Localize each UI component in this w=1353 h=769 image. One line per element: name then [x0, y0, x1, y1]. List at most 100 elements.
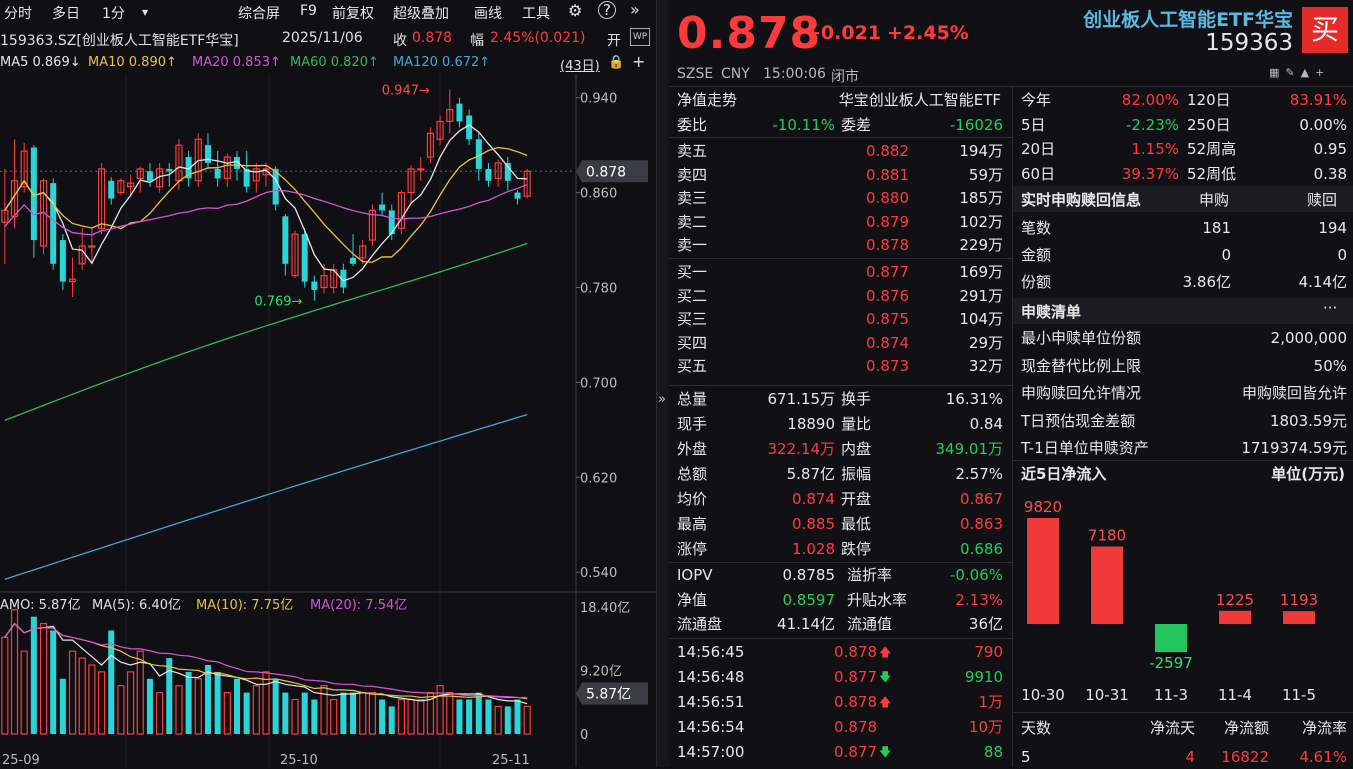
redeem-list-label: 申购赎回允许情况: [1021, 384, 1142, 402]
stat-label: 跌停: [841, 540, 872, 558]
candle-body: [126, 182, 135, 188]
volume-bar: [417, 698, 425, 735]
period-dropdown-icon[interactable]: ▾: [142, 5, 149, 19]
chart-date: 2025/11/06: [282, 30, 363, 46]
panel-divider[interactable]: »: [657, 0, 669, 767]
candle-body: [88, 245, 96, 248]
column-divider: [1012, 86, 1013, 767]
weicha-value: -16026: [949, 116, 1003, 134]
kline-chart[interactable]: 0.940 0.860 0.780 0.700 0.620 0.540 0.878 0.947…: [0, 74, 657, 767]
exchange: SZSE: [677, 66, 714, 82]
tick-volume: 9910: [964, 668, 1003, 686]
toolbar-icons[interactable]: ▦✎▲+: [1269, 66, 1331, 79]
expand-icon[interactable]: »: [630, 0, 640, 19]
bid-price: 0.877: [866, 263, 909, 281]
ask-label: 卖四: [677, 165, 708, 184]
stat-value: 0.8597: [782, 590, 836, 609]
volume-bar: [108, 630, 115, 734]
inflow-summary-value: 5: [1021, 748, 1031, 766]
ma60-legend: MA60 0.820↑: [290, 55, 379, 70]
candle-body: [214, 168, 221, 179]
close-label: 收: [393, 33, 407, 49]
inflow-chart: 9820 10-30 7180 10-31 -2597 11-3 1225 11-4 1193 1…: [1021, 498, 1318, 704]
security-title: 创业板人工智能ETF华宝: [1083, 9, 1293, 31]
collapse-icon[interactable]: »: [658, 392, 666, 407]
amo-ma5-label: MA(5): 6.40亿: [92, 598, 181, 613]
draw-line-button[interactable]: 画线: [474, 6, 502, 22]
volume-bar: [523, 705, 531, 735]
security-code: 159363: [1205, 30, 1293, 56]
volume-bar: [50, 630, 57, 734]
volume-bar: [466, 699, 473, 734]
tick-arrow-icon: 🡇: [879, 670, 892, 684]
perf-label: 5日: [1021, 115, 1046, 134]
volume-bar: [166, 658, 173, 734]
web-icon[interactable]: WP: [630, 28, 650, 46]
inflow-value-label: 1225: [1216, 591, 1254, 609]
ask-volume: 59万: [968, 165, 1003, 184]
redeem-value: 0: [1337, 246, 1347, 264]
inflow-summary-value: 4: [1185, 748, 1195, 766]
tick-time: 14:56:45: [677, 643, 745, 661]
volume-bar: [379, 699, 386, 734]
stat-value: 322.14万: [767, 440, 836, 458]
fund-name: 华宝创业板人工智能ETF: [838, 91, 1001, 109]
volume-bar: [504, 706, 511, 734]
divider-line: [669, 86, 1353, 87]
redeem-list-label: T日预估现金差额: [1021, 411, 1136, 430]
tab-multiday[interactable]: 多日: [52, 6, 80, 22]
inflow-date-label: 11-4: [1218, 686, 1252, 704]
stat-label: 均价: [677, 490, 708, 508]
y-tick-label: 0.940: [580, 92, 617, 107]
tab-intraday[interactable]: 分时: [4, 6, 32, 22]
amo-ma10-label: MA(10): 7.75亿: [196, 598, 293, 613]
bid-volume: 29万: [968, 333, 1003, 352]
candle-body: [417, 168, 425, 171]
subscribe-value: 181: [1202, 219, 1231, 237]
subscribe-header: 实时申购赎回信息 申购 赎回: [1013, 186, 1353, 212]
candle-body: [50, 183, 57, 264]
tick-time: 14:56:48: [677, 668, 745, 686]
tools-button[interactable]: 工具: [522, 6, 550, 22]
stat-label: 外盘: [677, 440, 708, 458]
redeem-list-header: 申赎清单 ···: [1013, 298, 1353, 324]
stat-label: 涨停: [677, 540, 708, 558]
change-label: 幅: [470, 33, 484, 49]
period-selector[interactable]: (43日): [560, 59, 600, 74]
settings-icon[interactable]: ⚙: [568, 1, 583, 20]
lock-icon[interactable]: 🔒: [608, 55, 625, 70]
candle-body: [514, 192, 521, 199]
adjust-button[interactable]: 前复权: [332, 6, 374, 22]
candle-body: [272, 168, 279, 205]
volume-bar: [97, 671, 106, 735]
help-icon[interactable]: ?: [598, 1, 616, 19]
subscribe-label: 份额: [1021, 273, 1052, 291]
y-tick-label: 0.620: [580, 471, 617, 486]
redeem-list-label: 最小申赎单位份额: [1021, 329, 1142, 347]
stat-label: 换手: [841, 390, 872, 408]
bid-label: 买五: [677, 357, 708, 376]
tick-arrow-icon: 🡅: [879, 645, 892, 659]
stat-label: 振幅: [841, 465, 872, 483]
buy-button[interactable]: 买: [1302, 7, 1348, 53]
add-icon[interactable]: +: [632, 52, 646, 71]
tab-1min[interactable]: 1分: [102, 6, 125, 22]
composite-screen-button[interactable]: 综合屏: [238, 6, 280, 22]
perf-value: 83.91%: [1289, 91, 1347, 109]
ask-label: 卖三: [677, 189, 708, 208]
ma5-line: [4, 124, 528, 282]
more-button[interactable]: ···: [1323, 299, 1338, 317]
candle-body: [397, 192, 406, 229]
inflow-bar: [1283, 611, 1315, 624]
stat-label: IOPV: [677, 566, 713, 584]
candle-body: [204, 145, 211, 163]
overlay-button[interactable]: 超级叠加: [393, 6, 449, 22]
f9-button[interactable]: F9: [300, 3, 317, 19]
ask-label: 卖五: [677, 142, 708, 160]
stat-value: 0.863: [960, 515, 1003, 533]
ask-volume: 229万: [959, 236, 1003, 255]
candle-body: [233, 157, 240, 169]
bid-price: 0.876: [866, 286, 909, 305]
nav-trend-link[interactable]: 净值走势: [677, 91, 738, 109]
perf-label: 今年: [1021, 91, 1052, 109]
